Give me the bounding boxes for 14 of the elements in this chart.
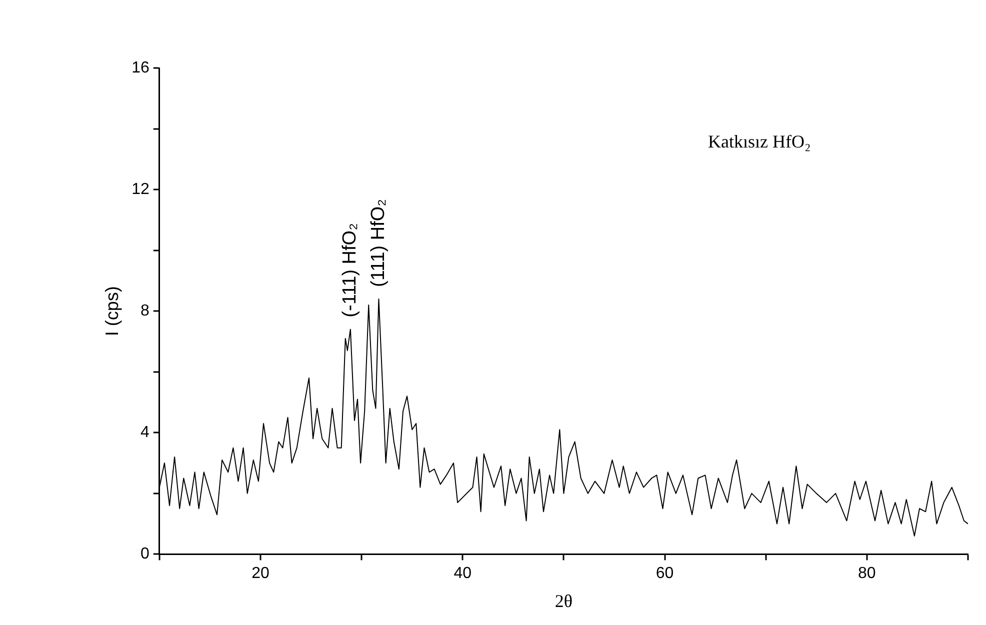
y-axis-title: I (cps) xyxy=(102,286,122,336)
annotation: (111) HfO₂ xyxy=(368,198,389,287)
x-tick-label: 40 xyxy=(454,565,472,582)
x-tick-label: 20 xyxy=(252,565,270,582)
annotation: (-111) HfO₂ xyxy=(340,223,361,318)
x-axis-title: 2θ xyxy=(554,590,573,611)
y-tick-label: 0 xyxy=(140,546,150,563)
x-tick-label: 60 xyxy=(656,565,674,582)
annotation: Katkısız HfO₂ xyxy=(708,132,811,152)
y-tick-label: 16 xyxy=(132,59,150,76)
y-tick-label: 12 xyxy=(132,180,150,198)
y-tick-label: 8 xyxy=(140,302,150,320)
x-tick-label: 80 xyxy=(858,565,876,582)
y-tick-label: 4 xyxy=(140,424,150,442)
